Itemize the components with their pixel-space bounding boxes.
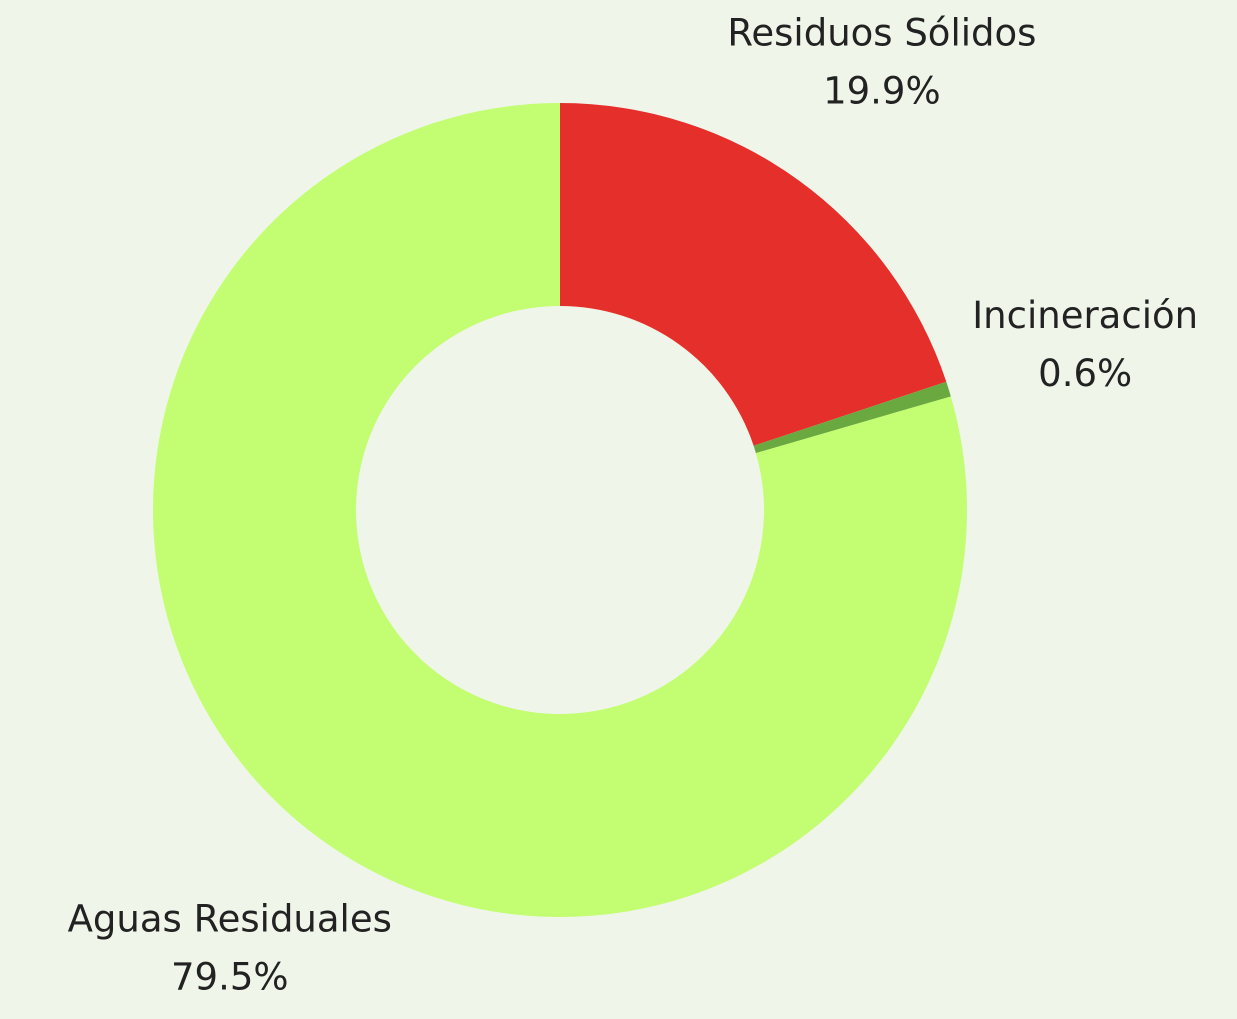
slice-label: Aguas Residuales	[68, 897, 392, 940]
value-label: 19.9%	[823, 70, 941, 113]
donut-slice	[560, 103, 947, 446]
slice-label: Incineración	[972, 294, 1198, 337]
value-label: 79.5%	[171, 955, 289, 998]
value-label: 0.6%	[1038, 352, 1132, 395]
slice-label: Residuos Sólidos	[727, 12, 1036, 55]
donut-slice	[152, 103, 967, 918]
donut-slice	[753, 381, 951, 454]
